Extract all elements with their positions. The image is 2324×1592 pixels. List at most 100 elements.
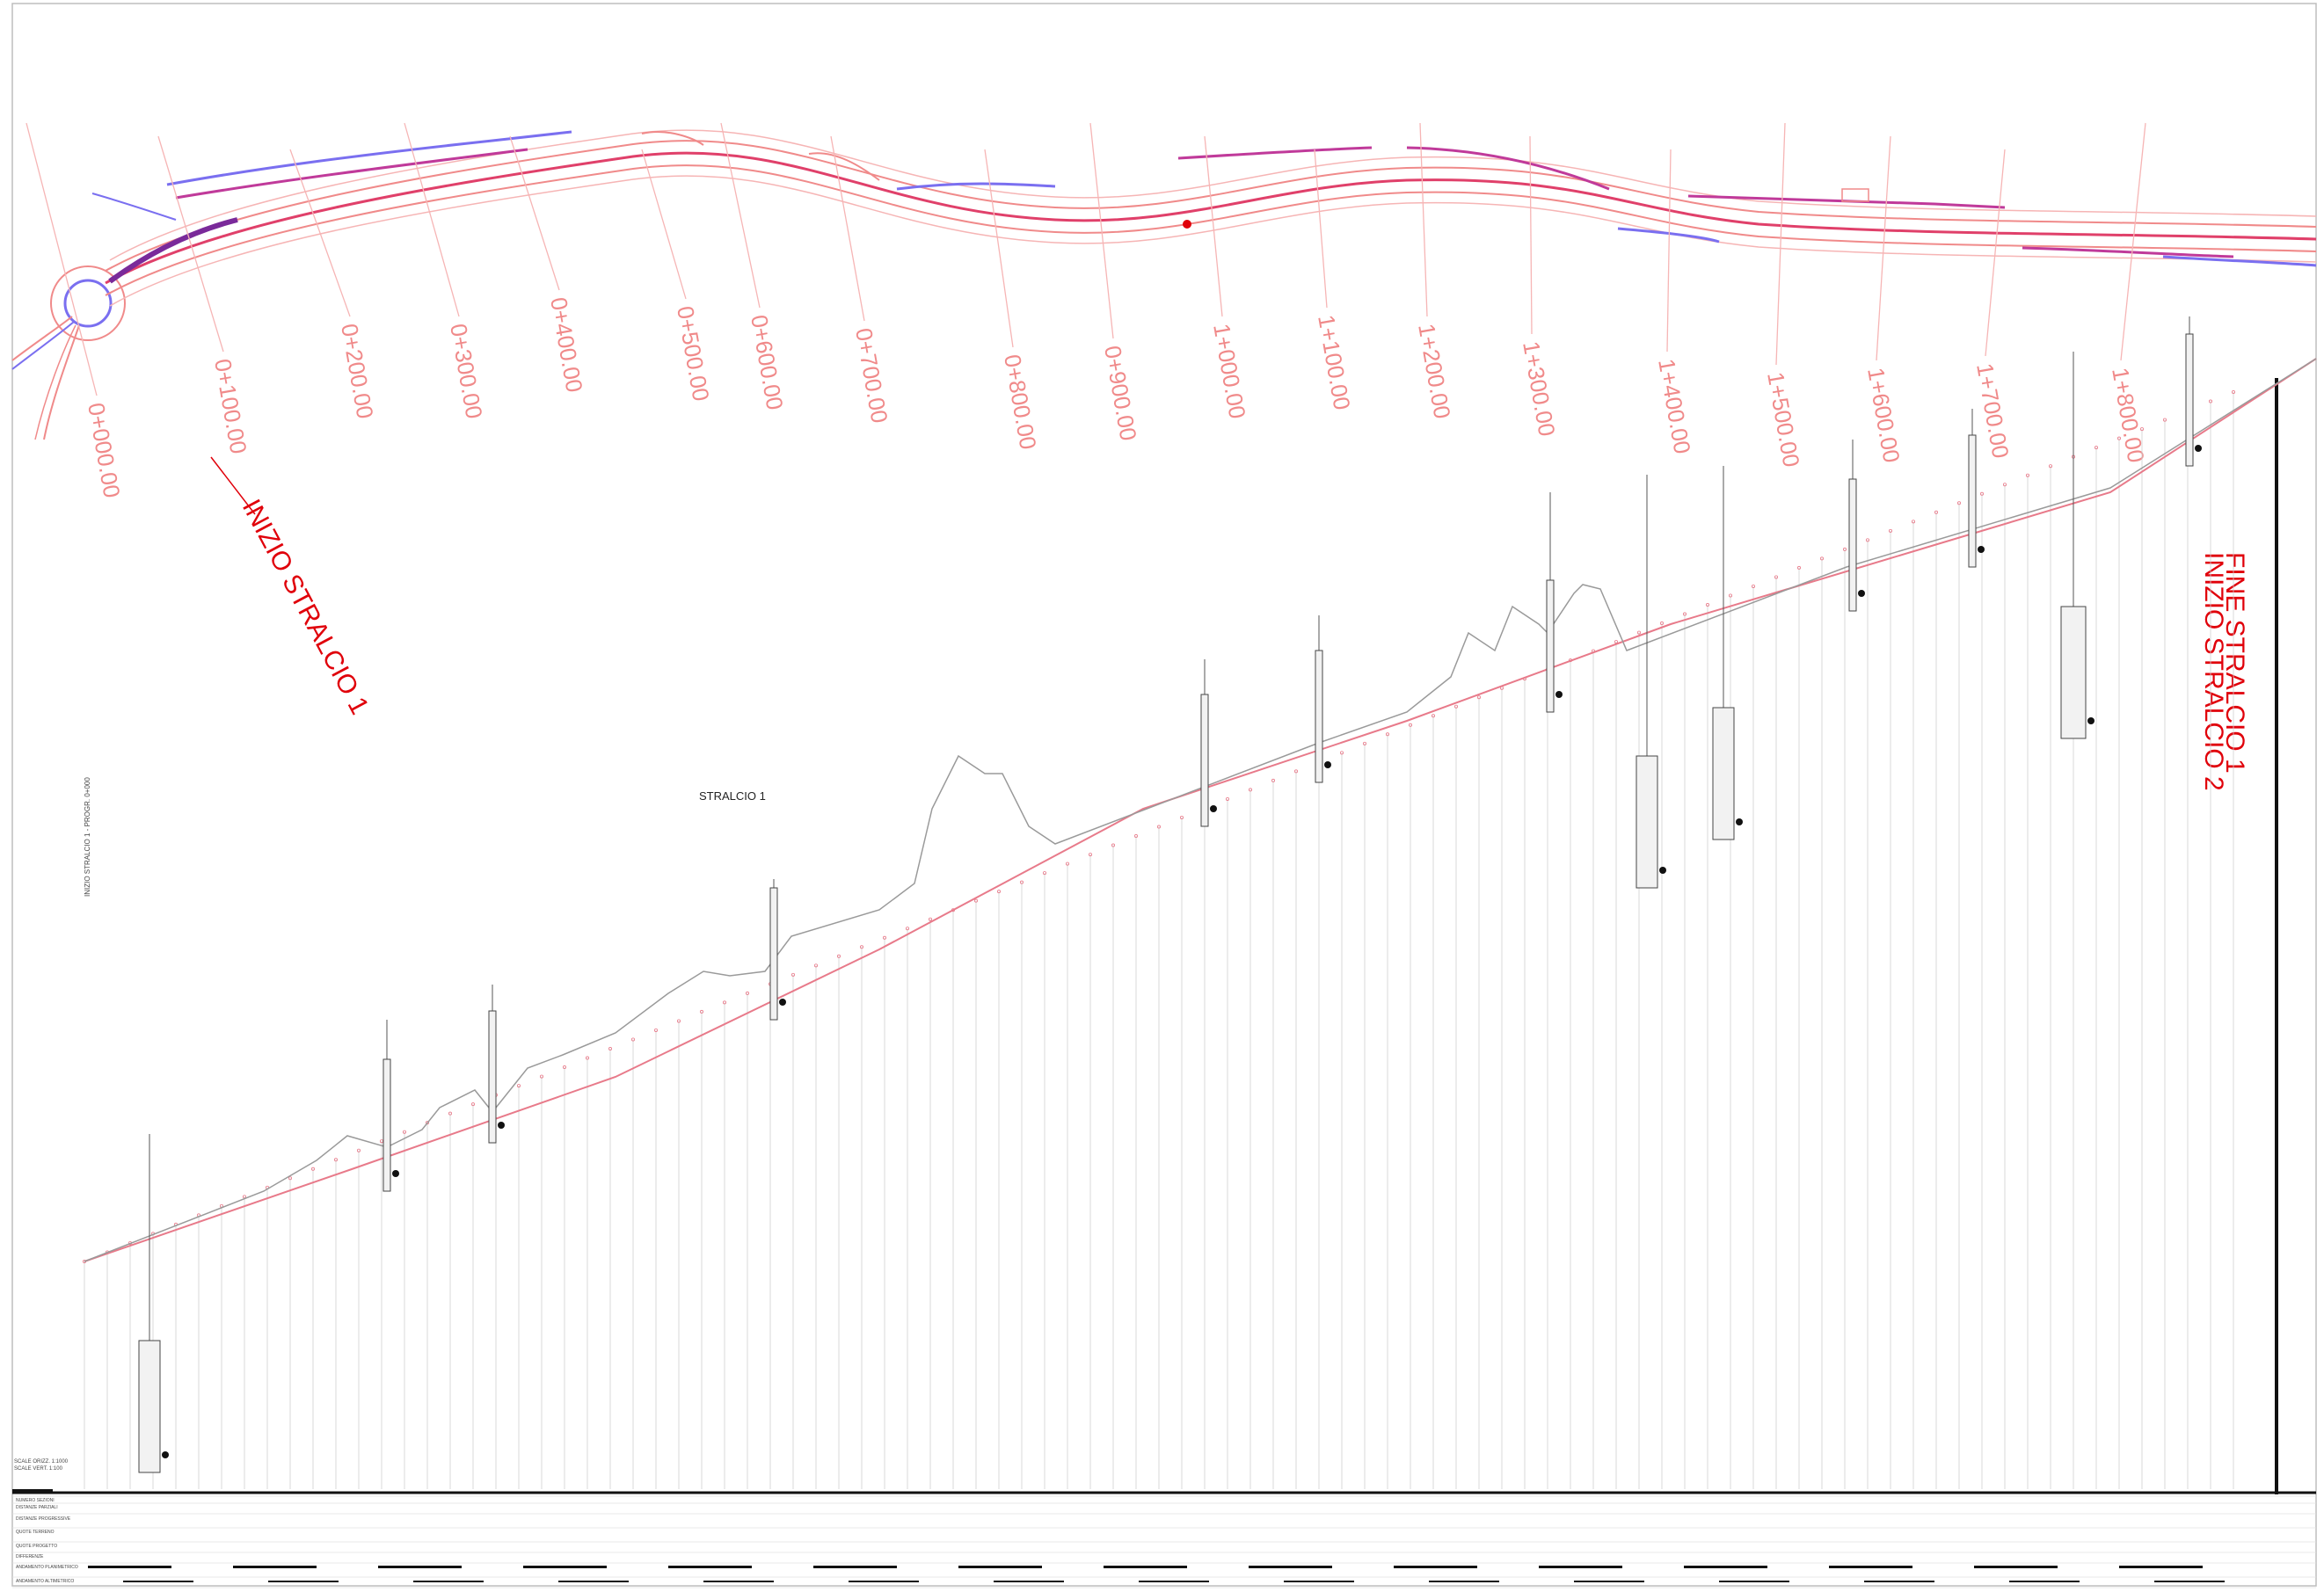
borehole-column (769, 887, 778, 1021)
altimetric-bar (268, 1581, 339, 1582)
station-node (1454, 704, 1459, 709)
station-node (1180, 815, 1184, 819)
terrain-line (84, 358, 2317, 1262)
station-node (1020, 880, 1024, 884)
table-row-label: DISTANZE PARZIALI (16, 1505, 58, 1510)
chainage-section-line (984, 149, 1014, 348)
station-node (1294, 769, 1299, 774)
scale-note-2: SCALE VERT. 1:100 (14, 1466, 63, 1472)
station-node (700, 1009, 704, 1014)
station-node (791, 972, 796, 977)
table-row-label: ANDAMENTO ALTIMETRICO (16, 1579, 74, 1584)
station-node (1386, 732, 1390, 737)
chainage-section-line (1089, 122, 1114, 339)
chainage-section-line (509, 135, 560, 291)
chainage-label: 1+800.00 (2107, 366, 2150, 465)
chainage-section-line (289, 149, 351, 317)
station-node (586, 1056, 590, 1060)
borehole-columns (138, 316, 2202, 1473)
table-row-label: ANDAMENTO PLANIMETRICO (16, 1565, 78, 1570)
planimetric-bar (1974, 1566, 2058, 1568)
chainage-label: 1+600.00 (1862, 366, 1905, 465)
station-node (1660, 622, 1665, 626)
station-node (2025, 473, 2029, 477)
station-node (837, 954, 841, 958)
chainage-label: 1+200.00 (1413, 322, 1456, 421)
altimetric-bar (1429, 1581, 1499, 1582)
station-node (677, 1019, 681, 1023)
station-node (997, 890, 1002, 894)
station-node (1752, 584, 1756, 588)
station-node (2094, 446, 2098, 450)
sheet-frame (11, 3, 2317, 1587)
altimetric-bar (1284, 1581, 1354, 1582)
borehole-column (488, 1010, 497, 1144)
station-node (1729, 593, 1733, 598)
station-node (1226, 796, 1230, 801)
borehole-column (1636, 755, 1658, 889)
chainage-section-line (1666, 149, 1672, 353)
planimetric-bar (233, 1566, 317, 1568)
altimetric-bar (2154, 1581, 2225, 1582)
profile-data-table: NUMERO SEZIONI DISTANZE PARZIALI DISTANZ… (12, 1489, 2316, 1588)
station-node (402, 1130, 406, 1134)
station-node (1089, 853, 1093, 857)
station-node (333, 1158, 338, 1162)
groundwater-symbol (1858, 590, 1865, 597)
altimetric-bar (703, 1581, 774, 1582)
profile-stage-label: STRALCIO 1 (699, 789, 766, 803)
station-node (1477, 695, 1482, 700)
profile-station-grid (83, 390, 2235, 1489)
plan-marker (1183, 220, 1191, 229)
station-node (448, 1111, 452, 1116)
chainage-label: 0+500.00 (672, 304, 715, 403)
alignment-bars (88, 1566, 2225, 1582)
planimetric-bar (88, 1566, 171, 1568)
station-node (974, 898, 979, 903)
chainage-label: 1+100.00 (1313, 313, 1356, 412)
chainage-section-line (830, 135, 865, 322)
groundwater-symbol (392, 1170, 399, 1177)
chainage-lines (25, 122, 2146, 396)
chainage-label: 0+300.00 (445, 322, 488, 421)
planimetric-bar (813, 1566, 897, 1568)
scale-note-1: SCALE ORIZZ. 1:1000 (14, 1459, 69, 1465)
chainage-section-line (1419, 122, 1428, 317)
planimetric-bar (1684, 1566, 1767, 1568)
chainage-section-line (404, 122, 460, 317)
station-node (814, 963, 819, 968)
station-node (1043, 871, 1047, 876)
chainage-label: 0+600.00 (746, 313, 789, 412)
chainage-section-line (157, 135, 224, 353)
chainage-label: 0+700.00 (850, 326, 893, 425)
station-node (517, 1084, 521, 1088)
altimetric-bar (123, 1581, 193, 1582)
station-node (2002, 483, 2007, 487)
planimetric-bar (1539, 1566, 1622, 1568)
altimetric-bar (1864, 1581, 1934, 1582)
borehole-column (2185, 333, 2194, 467)
groundwater-symbol (1555, 691, 1563, 698)
groundwater-symbol (1736, 818, 1743, 825)
station-node (1979, 491, 1984, 496)
station-node (906, 927, 910, 931)
station-node (1432, 714, 1436, 718)
station-node (2116, 436, 2121, 440)
station-node (723, 1000, 727, 1005)
station-node (1956, 501, 1961, 505)
design-grade-line (84, 358, 2317, 1262)
station-node (631, 1037, 636, 1042)
station-node (471, 1102, 476, 1107)
chainage-label: 0+400.00 (545, 295, 588, 395)
station-node (1706, 603, 1710, 607)
borehole-column (138, 1340, 161, 1473)
groundwater-symbol (162, 1451, 169, 1458)
chainage-section-line (720, 122, 761, 309)
station-node (1340, 751, 1344, 755)
profile-left-note: INIZIO STRALCIO 1 - PROGR. 0+000 (84, 777, 91, 897)
groundwater-symbol (1324, 761, 1331, 768)
chainage-label: 0+100.00 (209, 357, 252, 456)
station-node (1157, 825, 1162, 829)
planimetric-bar (668, 1566, 752, 1568)
